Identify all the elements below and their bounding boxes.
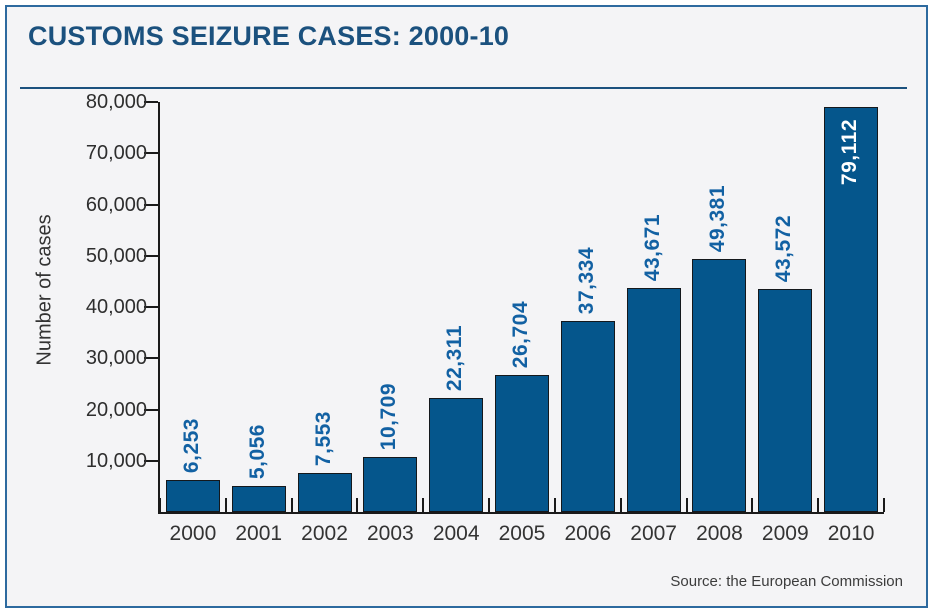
y-axis-tick [144, 203, 158, 206]
x-axis-tick [685, 498, 688, 512]
x-axis-tick-label: 2003 [367, 522, 414, 545]
title-divider [20, 87, 907, 89]
y-axis-tick-label: 30,000 [85, 347, 147, 370]
y-axis-tick [144, 408, 158, 411]
bar-value-label: 7,553 [311, 410, 335, 466]
x-axis-tick-label: 2004 [432, 522, 480, 545]
bar-value-label: 22,311 [443, 324, 467, 391]
x-axis-tick [159, 498, 161, 512]
x-axis-tick-label: 2005 [498, 522, 546, 545]
y-axis-tick [144, 357, 158, 360]
y-axis-tick-label: 70,000 [85, 142, 147, 165]
y-axis-tick [144, 254, 158, 257]
bar [626, 288, 681, 512]
x-axis-tick-label: 2009 [761, 522, 809, 545]
x-axis-tick-label: 2007 [630, 522, 677, 545]
x-axis-line [158, 512, 884, 514]
y-axis-tick-label: 60,000 [85, 193, 147, 216]
x-axis-tick [488, 498, 491, 512]
bar [297, 473, 352, 512]
bar [363, 457, 418, 512]
bar [165, 480, 220, 512]
y-axis-tick [144, 101, 158, 103]
x-axis-tick [619, 498, 622, 512]
bar-value-label: 10,709 [377, 382, 401, 450]
x-axis-tick-label: 2000 [169, 522, 217, 545]
bar [495, 375, 549, 512]
bar-value-label: 43,671 [640, 213, 664, 281]
bar [560, 321, 615, 512]
x-axis-tick-label: 2010 [827, 522, 875, 545]
bar [824, 107, 879, 512]
bar-value-label: 79,112 [838, 119, 862, 186]
y-axis-label: Number of cases [33, 214, 56, 366]
bar-value-label: 37,334 [574, 246, 598, 314]
bar [692, 259, 747, 512]
bar-value-label: 43,572 [772, 214, 796, 282]
bar [231, 486, 286, 512]
y-axis-tick-label: 40,000 [85, 296, 147, 318]
y-axis-tick-label: 20,000 [85, 398, 147, 421]
x-axis-tick [883, 498, 885, 512]
y-axis-tick [144, 459, 158, 462]
source-credit: Source: the European Commission [670, 573, 903, 590]
bar-value-label: 6,253 [179, 417, 203, 473]
y-axis-tick-label: 10,000 [85, 449, 147, 472]
x-axis-tick-label: 2002 [301, 522, 348, 545]
x-axis-tick-label: 2001 [235, 522, 283, 545]
y-axis-line [158, 102, 160, 514]
x-axis-tick [356, 498, 359, 512]
x-axis-tick [224, 498, 227, 512]
x-axis-tick-label: 2008 [696, 522, 743, 545]
x-axis-tick-label: 2006 [564, 522, 612, 545]
y-axis-tick [144, 306, 158, 308]
bar [758, 289, 813, 512]
x-axis-tick [751, 498, 754, 512]
x-axis-tick [422, 498, 425, 512]
x-axis-tick [553, 498, 556, 512]
x-axis-tick [817, 498, 820, 512]
y-axis-tick-label: 80,000 [85, 91, 147, 113]
chart-panel: CUSTOMS SEIZURE CASES: 2000-10 Number of… [5, 5, 928, 608]
y-axis-tick-label: 50,000 [85, 244, 147, 267]
y-axis-tick [144, 152, 158, 155]
bar [429, 398, 484, 512]
chart-title: CUSTOMS SEIZURE CASES: 2000-10 [28, 21, 510, 51]
bar-value-label: 26,704 [509, 300, 532, 368]
bar-value-label: 5,056 [245, 423, 269, 479]
bar-value-label: 49,381 [706, 184, 730, 252]
bar-chart: Number of cases 10,000 20,000 30,000 40,000… [7, 7, 926, 606]
x-axis-tick [290, 498, 293, 512]
